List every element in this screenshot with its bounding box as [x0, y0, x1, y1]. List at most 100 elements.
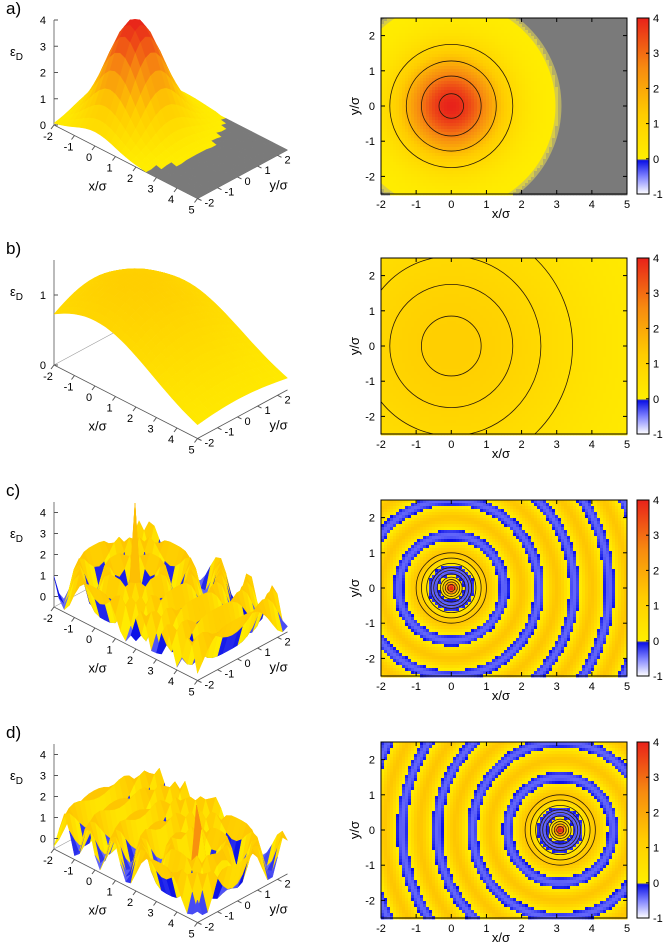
heatmap-cell	[609, 18, 613, 22]
heatmap-cell	[528, 18, 532, 22]
heatmap-cell	[507, 90, 511, 94]
heatmap-cell	[621, 111, 625, 115]
heatmap-cell	[441, 24, 445, 28]
heatmap-cell	[582, 30, 586, 34]
heatmap-cell	[399, 132, 403, 136]
heatmap-cell	[573, 39, 577, 43]
heatmap-cell	[615, 120, 619, 124]
heatmap-cell	[528, 126, 532, 130]
heatmap-cell	[612, 147, 616, 151]
heatmap-cell	[597, 114, 601, 118]
heatmap-cell	[429, 102, 433, 106]
heatmap-cell	[609, 42, 613, 46]
heatmap-cell	[585, 186, 589, 190]
heatmap-cell	[582, 36, 586, 40]
heatmap-cell	[411, 54, 415, 58]
heatmap-cell	[456, 147, 460, 151]
heatmap-cell	[624, 66, 628, 70]
heatmap-cell	[405, 117, 409, 121]
heatmap-cell	[471, 129, 475, 133]
heatmap-cell	[429, 105, 433, 109]
heatmap-cell	[504, 96, 508, 100]
heatmap-cell	[483, 150, 487, 154]
heatmap-cell	[411, 75, 415, 79]
heatmap-cell	[468, 165, 472, 169]
heatmap-cell	[552, 45, 556, 49]
heatmap-cell	[396, 183, 400, 187]
heatmap-cell	[555, 24, 559, 28]
heatmap-cell	[405, 159, 409, 163]
heatmap-cell	[453, 114, 457, 118]
heatmap-cell	[501, 69, 505, 73]
heatmap-cell	[453, 96, 457, 100]
heatmap-cell	[438, 18, 442, 22]
heatmap-cell	[390, 129, 394, 133]
heatmap-cell	[546, 168, 550, 172]
heatmap-cell	[504, 69, 508, 73]
heatmap-cell	[471, 51, 475, 55]
heatmap-cell	[474, 39, 478, 43]
heatmap-cell	[621, 189, 625, 193]
heatmap-cell	[420, 183, 424, 187]
heatmap-cell	[531, 60, 535, 64]
heatmap-cell	[558, 66, 562, 70]
heatmap-cell	[432, 135, 436, 139]
heatmap-cell	[486, 132, 490, 136]
heatmap-cell	[405, 126, 409, 130]
heatmap-cell	[507, 165, 511, 169]
heatmap-cell	[465, 54, 469, 58]
heatmap-cell	[600, 123, 604, 127]
heatmap-cell	[564, 183, 568, 187]
heatmap-cell	[576, 174, 580, 178]
heatmap-cell	[522, 54, 526, 58]
heatmap-cell	[435, 84, 439, 88]
heatmap-cell	[576, 66, 580, 70]
heatmap-cell	[594, 48, 598, 52]
heatmap-cell	[453, 180, 457, 184]
heatmap-cell	[450, 21, 454, 25]
heatmap-cell	[606, 177, 610, 181]
heatmap-cell	[465, 141, 469, 145]
heatmap-cell	[579, 126, 583, 130]
heatmap-cell	[573, 159, 577, 163]
heatmap-cell	[402, 159, 406, 163]
heatmap-cell	[528, 183, 532, 187]
heatmap-cell	[570, 126, 574, 130]
heatmap-cell	[600, 171, 604, 175]
heatmap-cell	[423, 186, 427, 190]
heatmap-cell	[615, 123, 619, 127]
heatmap-cell	[501, 174, 505, 178]
heatmap-cell	[423, 57, 427, 61]
heatmap-cell	[456, 174, 460, 178]
heatmap-cell	[483, 42, 487, 46]
heatmap-cell	[564, 78, 568, 82]
heatmap-cell	[453, 69, 457, 73]
heatmap-cell	[606, 105, 610, 109]
heatmap-cell	[444, 168, 448, 172]
heatmap-cell	[468, 18, 472, 22]
heatmap-cell	[522, 141, 526, 145]
heatmap-cell	[558, 165, 562, 169]
heatmap-cell	[435, 180, 439, 184]
heatmap-cell	[465, 45, 469, 49]
heatmap-cell	[516, 99, 520, 103]
heatmap-cell	[528, 114, 532, 118]
heatmap-cell	[606, 159, 610, 163]
heatmap-cell	[519, 150, 523, 154]
heatmap-cell	[549, 165, 553, 169]
heatmap-cell	[528, 156, 532, 160]
heatmap-cell	[480, 99, 484, 103]
heatmap-cell	[441, 114, 445, 118]
heatmap-cell	[459, 39, 463, 43]
heatmap-cell	[420, 24, 424, 28]
heatmap-cell	[519, 33, 523, 37]
heatmap-cell	[393, 183, 397, 187]
heatmap-cell	[420, 177, 424, 181]
heatmap-cell	[453, 156, 457, 160]
heatmap-cell	[516, 66, 520, 70]
heatmap-cell	[435, 111, 439, 115]
heatmap-cell	[579, 135, 583, 139]
heatmap-cell	[567, 108, 571, 112]
heatmap-cell	[426, 54, 430, 58]
heatmap-cell	[600, 111, 604, 115]
